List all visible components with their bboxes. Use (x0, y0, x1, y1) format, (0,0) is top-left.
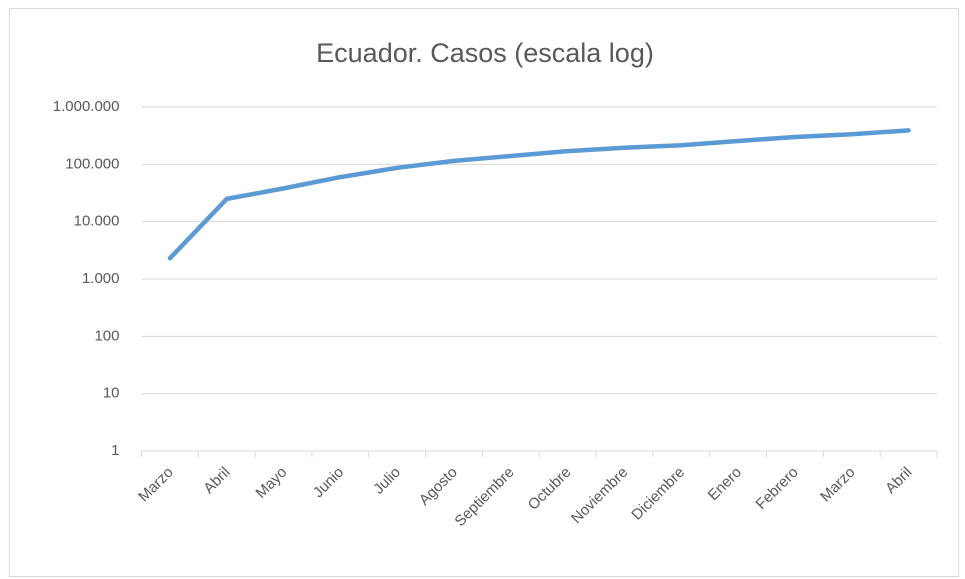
y-tick-label: 1.000 (82, 270, 120, 287)
data-line (167, 128, 911, 261)
y-tick-label: 100.000 (65, 155, 119, 172)
chart-title: Ecuador. Casos (escala log) (316, 38, 654, 68)
y-tick-label: 1.000.000 (53, 98, 120, 115)
y-tick-label: 10.000 (74, 213, 120, 230)
chart-frame (9, 8, 959, 577)
y-tick-label: 10 (103, 385, 120, 402)
y-tick-label: 1 (111, 442, 119, 459)
y-tick-label: 100 (94, 327, 119, 344)
